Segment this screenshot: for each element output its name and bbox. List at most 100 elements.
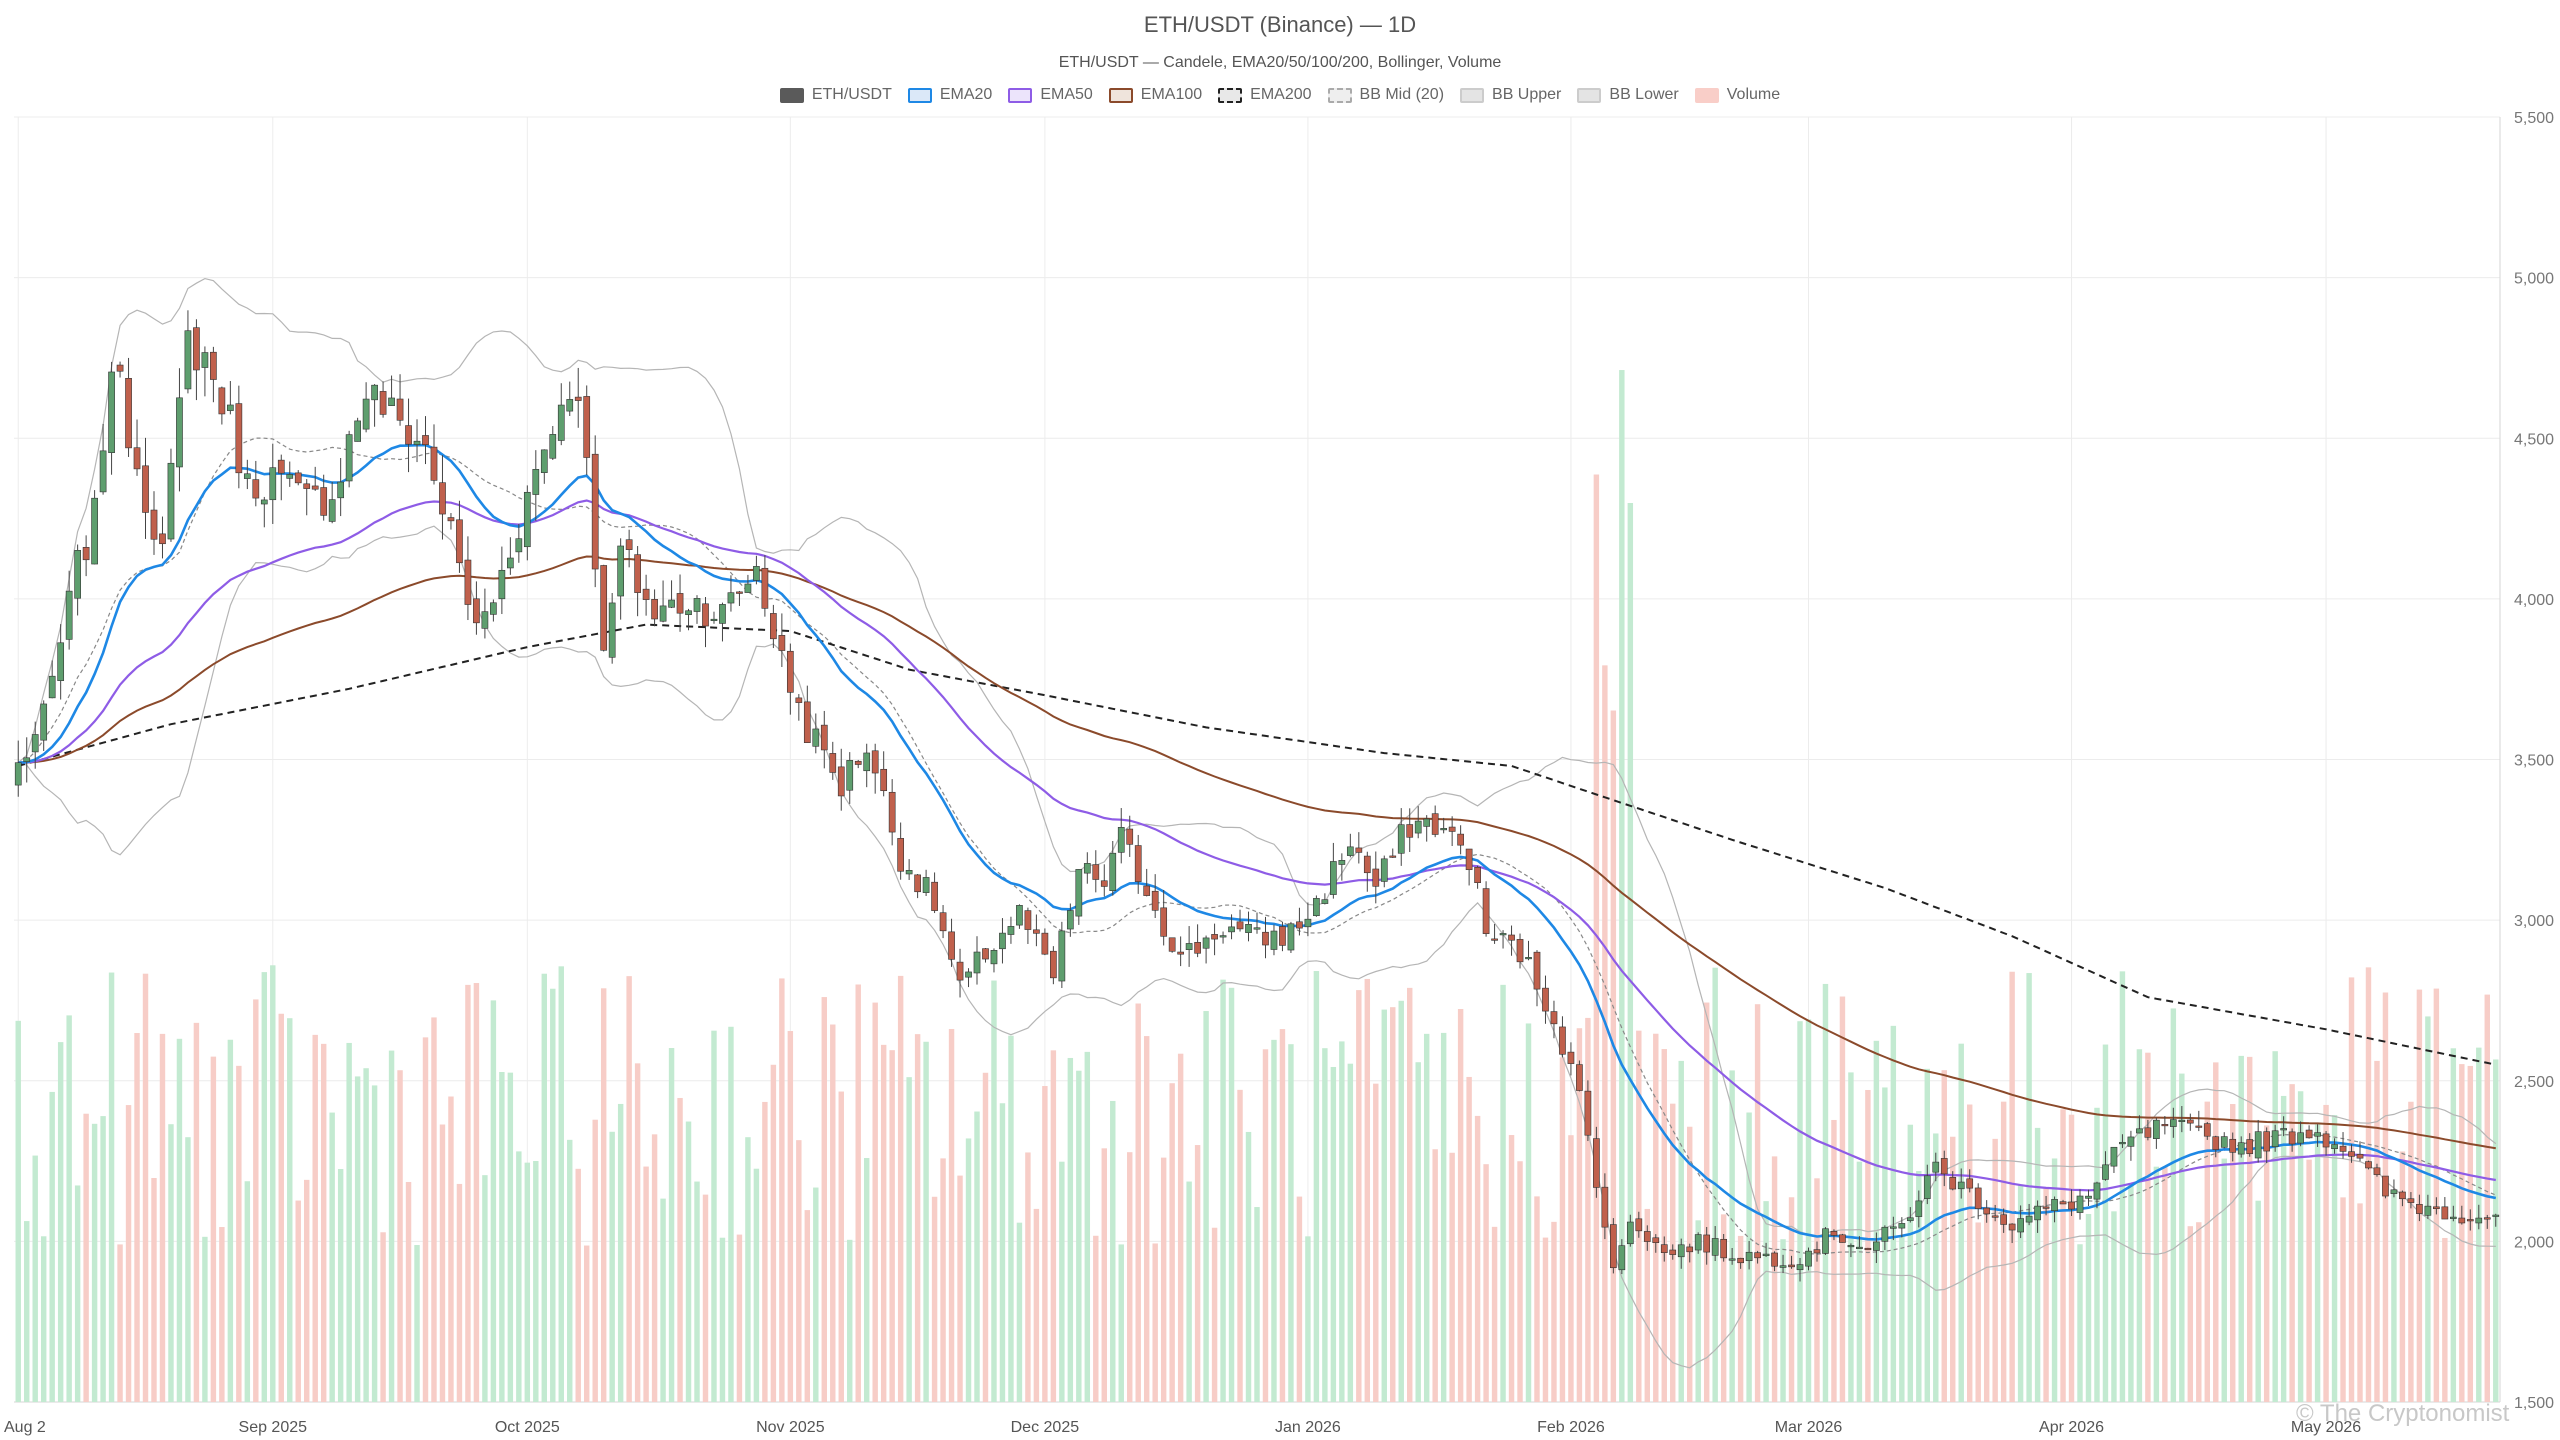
candle-body	[1041, 932, 1049, 955]
volume-bar	[660, 1198, 666, 1402]
volume-bar	[2085, 1213, 2092, 1402]
volume-bar	[405, 1181, 412, 1402]
candle-body	[1389, 855, 1397, 858]
candle	[1983, 1200, 1991, 1223]
ema200-line	[17, 623, 2497, 1066]
candle-body	[2331, 1144, 2338, 1150]
candle-body	[2136, 1128, 2143, 1134]
candle	[1881, 1225, 1889, 1250]
candle	[863, 743, 871, 788]
candle-body	[1966, 1178, 1974, 1189]
candle-body	[1720, 1238, 1728, 1259]
candle	[1720, 1234, 1728, 1262]
candle	[1296, 907, 1303, 936]
candle-body	[74, 550, 81, 599]
candle	[693, 595, 701, 624]
candle-body	[702, 603, 709, 627]
candle-body	[736, 591, 743, 594]
candle	[303, 479, 311, 516]
volume-bar	[1805, 1019, 1812, 1402]
chart-legend: ETH/USDT EMA20 EMA50 EMA100 EMA200 BB Mid (20…	[0, 86, 2560, 104]
candle	[2085, 1189, 2092, 1206]
volume-bar	[261, 972, 268, 1402]
volume-bar	[2051, 1158, 2058, 1402]
candle	[464, 536, 472, 621]
legend-item-volume[interactable]: Volume	[1694, 86, 1780, 104]
volume-bar	[57, 1042, 64, 1402]
candle-body	[456, 519, 463, 564]
candle	[1660, 1236, 1668, 1262]
candle	[642, 574, 650, 616]
candle-body	[1245, 924, 1252, 933]
candle-body	[57, 642, 65, 681]
legend-item-bb-upper[interactable]: BB Upper	[1460, 86, 1561, 104]
candle	[40, 700, 48, 751]
volume-bar	[914, 1034, 921, 1402]
candle	[2331, 1138, 2338, 1154]
volume-bar	[1169, 1083, 1175, 1402]
y-tick-label: 3,000	[2514, 913, 2554, 930]
candle	[2433, 1197, 2440, 1215]
watermark-text: © The Cryptonomist	[2296, 1400, 2510, 1427]
volume-bar	[176, 1038, 183, 1402]
volume-bar	[872, 1002, 878, 1402]
legend-item-ema200[interactable]: EMA200	[1218, 86, 1312, 104]
candle	[2492, 1213, 2500, 1227]
volume-bar	[787, 1031, 794, 1402]
candle-body	[498, 569, 506, 600]
candle	[1109, 841, 1117, 896]
volume-bar	[227, 1039, 234, 1402]
volume-bar	[1390, 1007, 1396, 1402]
volume-bar	[2204, 1101, 2210, 1402]
candle	[770, 604, 777, 649]
legend-item-eth-usdt[interactable]: ETH/USDT	[779, 86, 892, 104]
candle-body	[2492, 1214, 2500, 1217]
candle-body	[1414, 820, 1422, 834]
candle	[2407, 1192, 2415, 1209]
candle-body	[413, 440, 421, 445]
volume-bar	[1916, 1171, 1922, 1402]
y-tick-label: 5,500	[2514, 110, 2554, 127]
legend-item-ema20[interactable]: EMA20	[907, 86, 992, 104]
volume-bar	[49, 1091, 55, 1402]
candle	[2000, 1208, 2008, 1233]
candle-body	[897, 838, 904, 872]
candle-body	[2466, 1219, 2474, 1222]
candle	[1389, 848, 1397, 858]
candle	[2127, 1130, 2135, 1161]
volume-bar	[847, 1239, 853, 1402]
candle	[2144, 1119, 2152, 1141]
volume-bar	[1958, 1043, 1964, 1402]
legend-item-bb-mid-20[interactable]: BB Mid (20)	[1327, 86, 1445, 104]
candle	[727, 575, 735, 612]
candle-body	[1932, 1161, 1940, 1173]
volume-bar	[677, 1097, 683, 1402]
candle-body	[193, 327, 200, 371]
legend-item-bb-lower[interactable]: BB Lower	[1577, 86, 1679, 104]
candle-body	[2051, 1199, 2058, 1212]
volume-bar	[1551, 1221, 1557, 1402]
volume-bar	[134, 1033, 140, 1402]
candle-body	[1499, 933, 1507, 936]
candle	[422, 416, 429, 465]
candle	[1033, 914, 1040, 947]
legend-label: BB Mid (20)	[1359, 86, 1445, 103]
candle-body	[931, 881, 938, 911]
candle-body	[23, 757, 31, 762]
volume-bar	[830, 1024, 836, 1402]
candle-body	[2441, 1206, 2449, 1220]
volume-bar	[354, 1076, 361, 1402]
x-tick-label: Aug 2	[4, 1419, 46, 1436]
candle-body	[108, 371, 115, 453]
candle	[65, 570, 73, 650]
volume-bar	[889, 1050, 895, 1402]
candle	[1304, 902, 1312, 937]
candle-body	[2076, 1195, 2084, 1213]
legend-item-ema100[interactable]: EMA100	[1108, 86, 1202, 104]
legend-item-ema50[interactable]: EMA50	[1008, 86, 1093, 104]
candle	[1839, 1233, 1846, 1243]
candle-body	[2416, 1204, 2423, 1214]
volume-bar	[2280, 1095, 2287, 1402]
candle	[82, 535, 90, 577]
legend-swatch	[1218, 87, 1243, 103]
